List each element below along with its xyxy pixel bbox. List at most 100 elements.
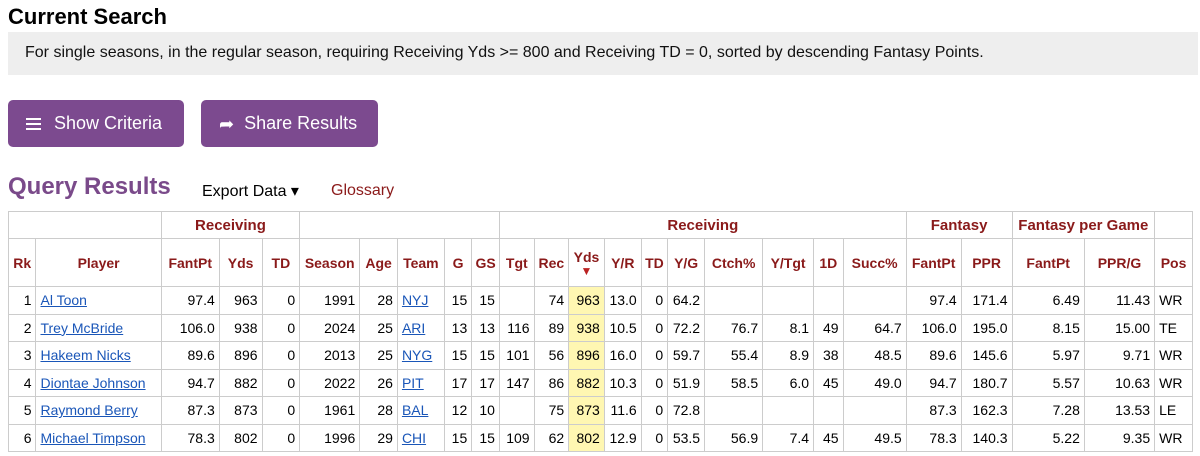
column-header[interactable]: Player: [35, 238, 162, 287]
table-cell: 75: [533, 396, 570, 425]
table-cell: 78.3: [160, 423, 220, 452]
table-cell: WR: [1154, 286, 1193, 315]
column-header-label: Y/G: [674, 254, 699, 271]
column-header[interactable]: TD: [261, 238, 301, 287]
table-cell: 2022: [299, 368, 361, 397]
table-cell: 4: [7, 368, 37, 397]
menu-icon: [26, 117, 41, 130]
table-cell: 8.9: [762, 341, 815, 370]
column-header[interactable]: Y/Tgt: [762, 238, 815, 287]
table-cell: 28: [359, 286, 398, 315]
table-cell: 10.5: [603, 313, 642, 342]
table-cell: 48.5: [842, 341, 907, 370]
table-cell: 12: [443, 396, 473, 425]
team-link[interactable]: PIT: [401, 374, 424, 391]
column-header[interactable]: PPR: [960, 238, 1013, 287]
column-header[interactable]: Ctch%: [704, 238, 764, 287]
share-results-button[interactable]: ➦ Share Results: [201, 100, 378, 147]
table-cell: 55.4: [704, 341, 764, 370]
column-header[interactable]: Rec: [533, 238, 570, 287]
table-cell: [704, 286, 764, 315]
team-link[interactable]: ARI: [401, 319, 426, 336]
column-header[interactable]: Y/G: [667, 238, 706, 287]
column-header-label: Season: [304, 254, 355, 271]
player-link[interactable]: Al Toon: [40, 292, 87, 309]
player-link[interactable]: Michael Timpson: [40, 429, 146, 446]
table-cell: 0: [261, 396, 301, 425]
column-header[interactable]: Rk: [7, 238, 37, 287]
search-criteria-box: For single seasons, in the regular seaso…: [8, 32, 1198, 75]
table-cell: 16.0: [603, 341, 642, 370]
table-cell: 78.3: [905, 423, 962, 452]
player-link[interactable]: Trey McBride: [40, 319, 124, 336]
table-cell: 9.35: [1083, 423, 1156, 452]
column-header-sorted[interactable]: Yds ▼: [568, 238, 605, 287]
table-cell: 49.0: [842, 368, 907, 397]
table-cell: 896: [218, 341, 263, 370]
column-header[interactable]: TD: [640, 238, 669, 287]
table-cell: 938: [218, 313, 263, 342]
sort-desc-icon: ▼: [580, 263, 593, 278]
table-cell: 38: [813, 341, 844, 370]
table-cell: 963: [568, 286, 605, 315]
table-cell: 0: [261, 423, 301, 452]
table-cell: 10.63: [1083, 368, 1156, 397]
table-row: 4 Diontae Johnson 94.7 882 0 2022 26 PIT 17 17 147…: [7, 368, 1193, 397]
table-cell: 15: [443, 341, 473, 370]
table-cell: 896: [568, 341, 605, 370]
table-cell: 0: [261, 286, 301, 315]
column-header-label: FantPt: [168, 254, 213, 271]
table-cell: 15: [471, 341, 500, 370]
export-data-dropdown[interactable]: Export Data ▾: [202, 183, 299, 200]
glossary-link[interactable]: Glossary: [331, 182, 395, 199]
table-cell: 802: [568, 423, 605, 452]
over-header-fantasy: Fantasy: [905, 211, 1013, 239]
over-header-receiving: Receiving: [498, 211, 907, 239]
table-cell: [704, 396, 764, 425]
table-cell: 171.4: [960, 286, 1013, 315]
table-cell: 94.7: [160, 368, 220, 397]
column-header[interactable]: Tgt: [498, 238, 535, 287]
search-description: For single seasons, in the regular seaso…: [25, 44, 984, 61]
table-cell: 0: [640, 313, 669, 342]
table-cell: 64.7: [842, 313, 907, 342]
player-link[interactable]: Diontae Johnson: [40, 374, 146, 391]
table-cell: 49: [813, 313, 844, 342]
table-cell: 45: [813, 368, 844, 397]
column-header[interactable]: Succ%: [842, 238, 907, 287]
show-criteria-button[interactable]: Show Criteria: [8, 100, 184, 147]
column-header[interactable]: Age: [359, 238, 398, 287]
column-header[interactable]: PPR/G: [1083, 238, 1156, 287]
team-link[interactable]: NYG: [401, 347, 433, 364]
table-cell: PIT: [396, 368, 445, 397]
table-cell: 2013: [299, 341, 361, 370]
column-header[interactable]: FantPt: [905, 238, 962, 287]
column-header[interactable]: FantPt: [160, 238, 220, 287]
column-header-label: Rk: [13, 254, 32, 271]
team-link[interactable]: NYJ: [401, 292, 429, 309]
column-header[interactable]: Yds: [218, 238, 263, 287]
results-table: Receiving Receiving Fantasy Fantasy per …: [7, 211, 1193, 452]
table-cell: Trey McBride: [35, 313, 162, 342]
column-header-label: TD: [271, 254, 291, 271]
column-header[interactable]: G: [443, 238, 473, 287]
column-header[interactable]: Y/R: [603, 238, 642, 287]
column-header[interactable]: 1D: [813, 238, 844, 287]
column-header[interactable]: Season: [299, 238, 361, 287]
column-header[interactable]: Pos: [1154, 238, 1193, 287]
column-header-label: Y/Tgt: [770, 254, 806, 271]
table-cell: 58.5: [704, 368, 764, 397]
team-link[interactable]: BAL: [401, 402, 429, 419]
player-link[interactable]: Hakeem Nicks: [40, 347, 131, 364]
table-cell: 2024: [299, 313, 361, 342]
table-cell: 10.3: [603, 368, 642, 397]
column-header[interactable]: GS: [471, 238, 500, 287]
player-link[interactable]: Raymond Berry: [40, 402, 138, 419]
column-header[interactable]: FantPt: [1011, 238, 1085, 287]
column-header[interactable]: Team: [396, 238, 445, 287]
column-header-label: Rec: [538, 254, 565, 271]
column-header-label: G: [452, 254, 464, 271]
table-cell: 5: [7, 396, 37, 425]
team-link[interactable]: CHI: [401, 429, 427, 446]
table-cell: LE: [1154, 396, 1193, 425]
